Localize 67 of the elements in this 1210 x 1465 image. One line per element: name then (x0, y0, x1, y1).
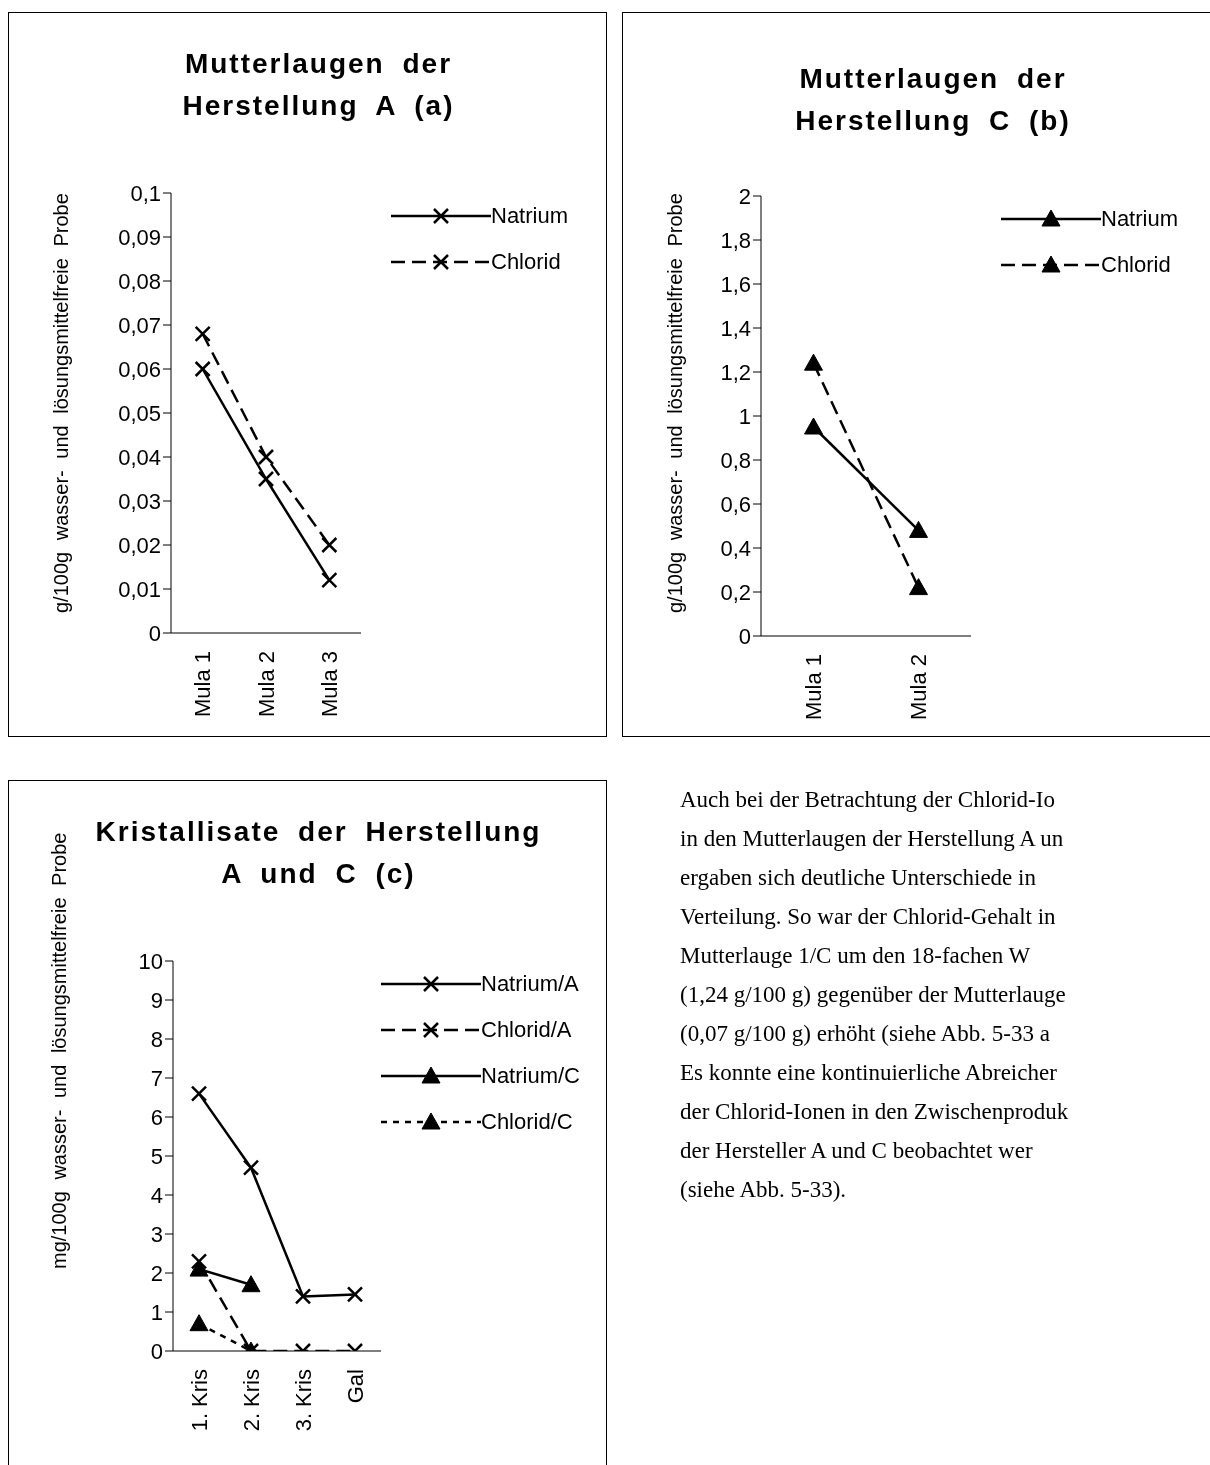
x-tick-label: 1. Kris (186, 1369, 212, 1432)
text: in den Mutterlaugen der Herstellung A un (680, 825, 1065, 853)
text: Es konnte eine kontinuierliche Abreicher (680, 1059, 1058, 1087)
y-tick-label: 0,05 (118, 400, 161, 426)
y-tick-label: 7 (150, 1065, 163, 1091)
chart-title: Kristallisate der Herstellung A und C (c) (94, 815, 543, 891)
y-tick-label: 0,04 (118, 444, 161, 470)
y-tick-label: 1,4 (720, 315, 751, 341)
legend-label: Natrium (1101, 206, 1179, 232)
y-tick-label: 0,03 (118, 488, 161, 514)
text: der Chlorid-Ionen in den Zwischenproduk (680, 1098, 1070, 1126)
legend-label: Chlorid/C (481, 1109, 573, 1135)
legend-label: Chlorid (1101, 252, 1171, 278)
y-tick-label: 0,8 (720, 447, 751, 473)
legend-label: Natrium (491, 203, 569, 229)
text: Mutterlauge 1/C um den 18-fachen W (680, 942, 1032, 970)
y-tick-label: 1,6 (720, 271, 751, 297)
y-tick-label: 0,4 (720, 535, 751, 561)
text: Verteilung. So war der Chlorid-Gehalt in (680, 903, 1057, 931)
y-tick-label: 1,2 (720, 359, 751, 385)
y-tick-label: 8 (150, 1026, 163, 1052)
y-tick-label: 1 (738, 403, 751, 429)
y-tick-label: 5 (150, 1143, 163, 1169)
x-tick-label: 3. Kris (290, 1369, 316, 1432)
x-tick-label: Mula 2 (906, 654, 931, 721)
y-tick-label: 0,08 (118, 268, 161, 294)
y-axis-title: mg/100g wasser- und lösungsmittelfreie Probe (47, 831, 71, 1271)
y-tick-label: 0,06 (118, 356, 161, 382)
y-tick-label: 0,2 (720, 579, 751, 605)
legend-label: Natrium/A (481, 971, 579, 997)
y-tick-label: 0,01 (118, 576, 161, 602)
y-tick-label: 0,1 (130, 180, 161, 206)
y-tick-label: 9 (150, 987, 163, 1013)
y-tick-label: 10 (138, 948, 163, 974)
text: (0,07 g/100 g) erhöht (siehe Abb. 5-33 a (680, 1020, 1051, 1048)
y-tick-label: 2 (150, 1260, 163, 1286)
text: der Hersteller A und C beobachtet wer (680, 1137, 1034, 1165)
x-tick-label: Mula 1 (190, 651, 216, 718)
x-tick-label: Mula 1 (801, 654, 826, 721)
y-tick-label: 0,09 (118, 224, 161, 250)
y-axis-title: g/100g wasser- und lösungsmittelfreie Probe (663, 192, 687, 615)
text: (1,24 g/100 g) gegenüber der Mutterlauge (680, 981, 1067, 1009)
chart-title: Mutterlaugen der Herstellung C (b) (794, 62, 1072, 138)
y-tick-label: 2 (738, 183, 751, 209)
chart-title: Mutterlaugen der Herstellung A (a) (181, 47, 456, 123)
y-tick-label: 0 (738, 623, 751, 649)
x-tick-label: 2. Kris (238, 1369, 264, 1432)
y-tick-label: 0 (150, 1338, 163, 1364)
text: (siehe Abb. 5-33). (680, 1176, 848, 1204)
y-tick-label: 6 (150, 1104, 163, 1130)
legend-label: Natrium/C (481, 1063, 581, 1089)
y-tick-label: 1,8 (720, 227, 751, 253)
text: Auch bei der Betrachtung der Chlorid-Io (680, 786, 1056, 814)
y-tick-label: 3 (150, 1221, 163, 1247)
x-tick-label: Mula 3 (316, 651, 342, 718)
text: ergaben sich deutliche Unterschiede in (680, 864, 1037, 892)
legend-label: Chlorid (491, 249, 561, 275)
legend-label: Chlorid/A (481, 1017, 572, 1043)
x-tick-label: Mula 2 (253, 651, 279, 718)
y-tick-label: 0 (148, 620, 161, 646)
y-axis-title: g/100g wasser- und lösungsmittelfreie Probe (49, 192, 73, 615)
x-tick-label: Gal (342, 1369, 368, 1404)
y-tick-label: 1 (150, 1299, 163, 1325)
y-tick-label: 0,07 (118, 312, 161, 338)
y-tick-label: 4 (150, 1182, 163, 1208)
y-tick-label: 0,6 (720, 491, 751, 517)
y-tick-label: 0,02 (118, 532, 161, 558)
